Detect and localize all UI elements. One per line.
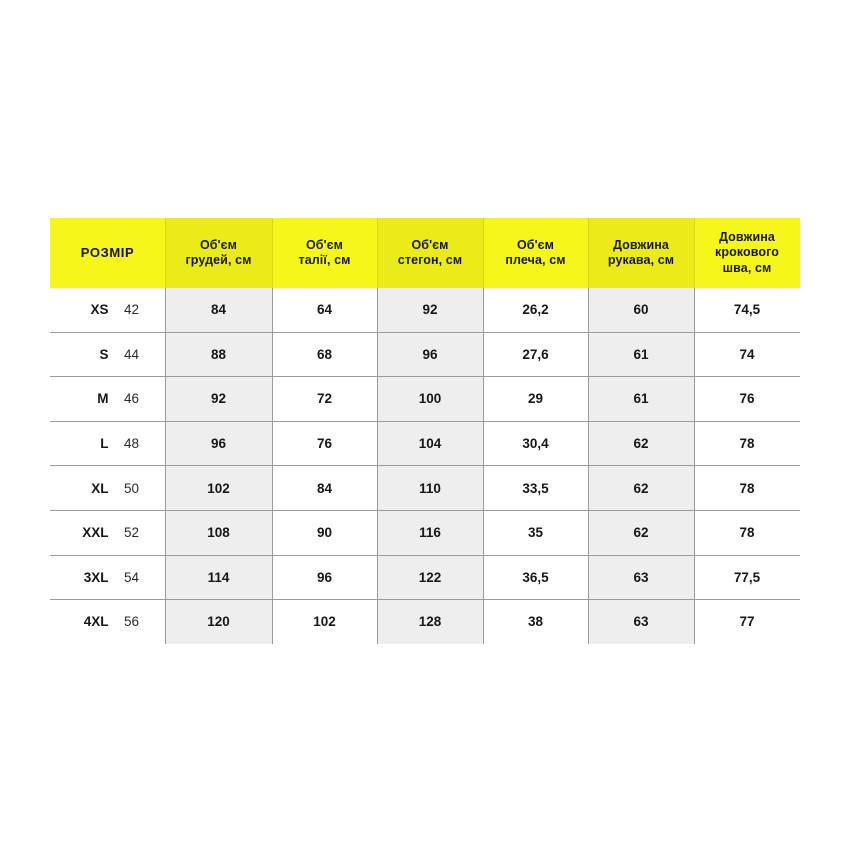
cell-chest: 96: [165, 420, 272, 466]
cell-inseam-length: 77: [694, 599, 800, 645]
column-header-shoulder: Об'єм плеча, см: [483, 218, 588, 288]
cell-waist: 84: [272, 465, 377, 511]
cell-shoulder: 35: [483, 509, 588, 556]
size-number-label: 42: [123, 302, 140, 318]
cell-shoulder: 30,4: [483, 420, 588, 466]
cell-inseam-length: 78: [694, 420, 800, 466]
cell-waist: 102: [272, 599, 377, 645]
cell-shoulder: 36,5: [483, 554, 588, 600]
cell-sleeve-length: 62: [588, 420, 694, 466]
size-number-label: 48: [123, 436, 140, 452]
cell-size: M 46: [50, 376, 165, 422]
table-body: XS 42 84 64 92 26,2 60 74,5 S 44 88 68 96 27,6 61 74 M 46…: [50, 288, 800, 645]
cell-hips: 110: [377, 465, 483, 511]
cell-size: 3XL 54: [50, 554, 165, 600]
cell-hips: 104: [377, 420, 483, 466]
column-header-size: РОЗМІР: [50, 218, 165, 288]
size-number-label: 46: [123, 391, 140, 407]
table-row: XL 50 102 84 110 33,5 62 78: [50, 465, 800, 511]
cell-hips: 92: [377, 288, 483, 333]
cell-shoulder: 29: [483, 376, 588, 422]
column-header-chest: Об'єм грудей, см: [165, 218, 272, 288]
column-header-inseam-length: Довжина крокового шва, см: [694, 218, 800, 288]
cell-size: XXL 52: [50, 509, 165, 556]
column-header-sleeve-length: Довжина рукава, см: [588, 218, 694, 288]
cell-sleeve-length: 61: [588, 331, 694, 377]
size-letter-label: XXL: [82, 525, 109, 541]
size-letter-label: 3XL: [83, 569, 109, 585]
size-letter-label: M: [97, 391, 109, 407]
column-header-waist: Об'єм талії, см: [272, 218, 377, 288]
table-row: 3XL 54 114 96 122 36,5 63 77,5: [50, 554, 800, 600]
cell-chest: 114: [165, 554, 272, 600]
cell-size: L 48: [50, 420, 165, 466]
size-chart-container: РОЗМІР Об'єм грудей, см Об'єм талії, см Об…: [50, 218, 800, 645]
cell-size: XL 50: [50, 465, 165, 511]
size-number-label: 44: [123, 346, 140, 362]
size-letter-label: L: [100, 436, 109, 452]
size-number-label: 56: [123, 614, 140, 630]
cell-sleeve-length: 62: [588, 509, 694, 556]
cell-waist: 76: [272, 420, 377, 466]
table-row: XXL 52 108 90 116 35 62 78: [50, 509, 800, 556]
size-letter-label: XL: [91, 480, 109, 496]
cell-size: XS 42: [50, 288, 165, 333]
table-row: XS 42 84 64 92 26,2 60 74,5: [50, 288, 800, 333]
cell-sleeve-length: 63: [588, 554, 694, 600]
cell-hips: 122: [377, 554, 483, 600]
table-row: M 46 92 72 100 29 61 76: [50, 376, 800, 422]
cell-waist: 96: [272, 554, 377, 600]
cell-chest: 102: [165, 465, 272, 511]
header-row: РОЗМІР Об'єм грудей, см Об'єм талії, см Об…: [50, 218, 800, 288]
cell-shoulder: 26,2: [483, 288, 588, 333]
size-letter-label: XS: [90, 302, 109, 318]
cell-hips: 100: [377, 376, 483, 422]
size-number-label: 50: [123, 480, 140, 496]
cell-waist: 64: [272, 288, 377, 333]
cell-shoulder: 38: [483, 599, 588, 645]
size-number-label: 52: [123, 525, 140, 541]
cell-inseam-length: 78: [694, 465, 800, 511]
cell-shoulder: 27,6: [483, 331, 588, 377]
cell-chest: 84: [165, 288, 272, 333]
cell-inseam-length: 77,5: [694, 554, 800, 600]
table-row: 4XL 56 120 102 128 38 63 77: [50, 599, 800, 645]
cell-chest: 120: [165, 599, 272, 645]
cell-hips: 128: [377, 599, 483, 645]
table-row: S 44 88 68 96 27,6 61 74: [50, 331, 800, 377]
cell-chest: 88: [165, 331, 272, 377]
size-number-label: 54: [123, 569, 140, 585]
column-header-hips: Об'єм стегон, см: [377, 218, 483, 288]
cell-size: S 44: [50, 331, 165, 377]
cell-sleeve-length: 63: [588, 599, 694, 645]
cell-hips: 116: [377, 509, 483, 556]
cell-sleeve-length: 62: [588, 465, 694, 511]
size-letter-label: 4XL: [83, 614, 109, 630]
size-letter-label: S: [99, 346, 109, 362]
size-chart-table: РОЗМІР Об'єм грудей, см Об'єм талії, см Об…: [50, 218, 800, 645]
cell-chest: 108: [165, 509, 272, 556]
cell-inseam-length: 74: [694, 331, 800, 377]
cell-inseam-length: 78: [694, 509, 800, 556]
cell-chest: 92: [165, 376, 272, 422]
cell-shoulder: 33,5: [483, 465, 588, 511]
cell-waist: 72: [272, 376, 377, 422]
cell-size: 4XL 56: [50, 599, 165, 645]
cell-sleeve-length: 61: [588, 376, 694, 422]
cell-inseam-length: 74,5: [694, 288, 800, 333]
cell-sleeve-length: 60: [588, 288, 694, 333]
cell-inseam-length: 76: [694, 376, 800, 422]
table-header: РОЗМІР Об'єм грудей, см Об'єм талії, см Об…: [50, 218, 800, 288]
cell-waist: 68: [272, 331, 377, 377]
cell-hips: 96: [377, 331, 483, 377]
cell-waist: 90: [272, 509, 377, 556]
table-row: L 48 96 76 104 30,4 62 78: [50, 420, 800, 466]
